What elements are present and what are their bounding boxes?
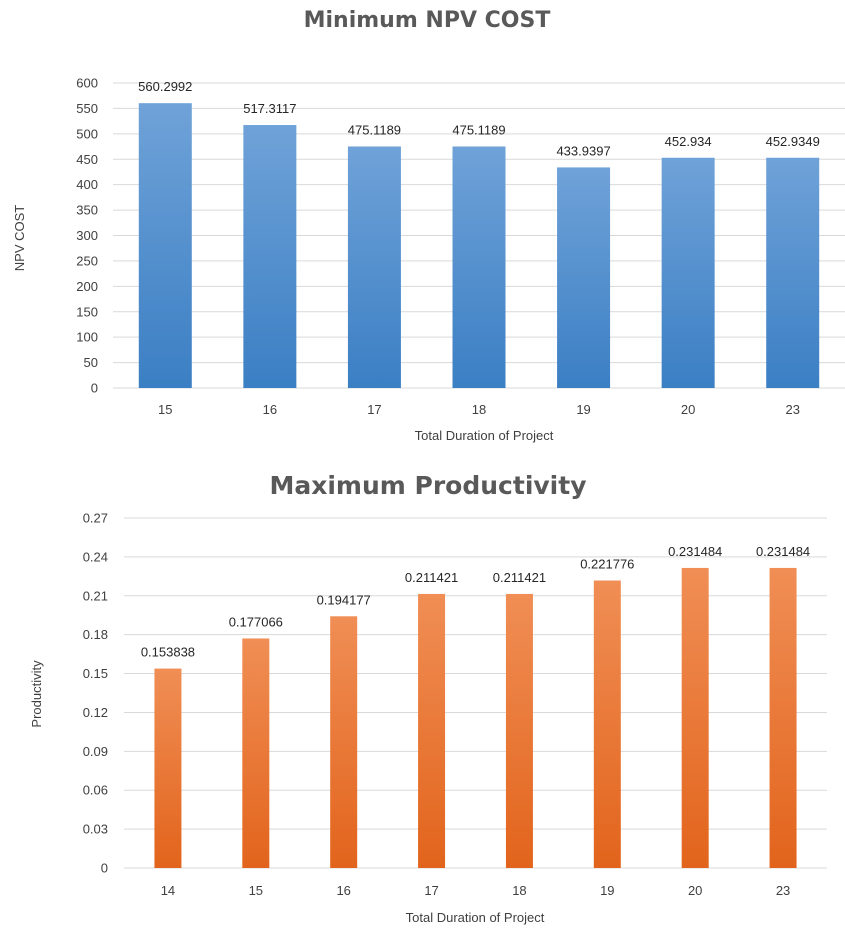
bar-23	[769, 567, 797, 868]
data-label: 452.934	[665, 134, 712, 149]
data-label: 475.1189	[452, 122, 505, 137]
data-label: 0.194177	[317, 592, 371, 607]
y-tick-label: 300	[76, 228, 98, 243]
bar-20	[681, 567, 709, 868]
y-tick-label: 500	[76, 126, 98, 141]
y-tick-label: 0.12	[83, 705, 108, 720]
productivity-chart: Maximum Productivity 0 0.03 0.06 0.09 0.12 0.…	[29, 471, 827, 925]
x-tick-label: 16	[336, 883, 350, 898]
y-tick-label: 0.27	[83, 511, 108, 526]
bar-14	[154, 668, 182, 868]
data-label: 452.9349	[766, 134, 820, 149]
bar-15	[242, 638, 270, 868]
y-tick-label: 0	[101, 861, 108, 876]
x-tick-label: 20	[688, 883, 702, 898]
x-tick-label: 19	[600, 883, 614, 898]
x-tick-label: 17	[367, 402, 381, 417]
x-tick-label: 15	[158, 402, 172, 417]
x-tick-label: 16	[263, 402, 277, 417]
data-label: 0.221776	[580, 557, 634, 572]
data-labels: 0.153838 0.177066 0.194177 0.211421 0.211421…	[141, 544, 810, 660]
y-tick-label: 550	[76, 101, 98, 116]
data-label: 433.9397	[556, 143, 610, 158]
y-tick-label: 50	[84, 355, 98, 370]
y-tick-labels: 0 50 100 150 200 250 300 350 400 450 500 550 600	[76, 76, 98, 396]
bar-18	[452, 146, 506, 388]
x-tick-label: 18	[512, 883, 526, 898]
chart-title: Minimum NPV COST	[304, 8, 551, 33]
data-label: 0.153838	[141, 645, 195, 660]
y-tick-label: 200	[76, 279, 98, 294]
bar-16	[330, 616, 358, 868]
y-tick-label: 0.18	[83, 627, 108, 642]
y-tick-label: 0.21	[83, 588, 108, 603]
y-tick-label: 0	[91, 381, 98, 396]
x-tick-label: 18	[472, 402, 486, 417]
x-axis-title: Total Duration of Project	[406, 910, 545, 925]
x-tick-label: 14	[161, 883, 175, 898]
data-label: 0.231484	[668, 544, 722, 559]
x-tick-labels: 14 15 16 17 18 19 20 23	[161, 883, 791, 898]
bar-17	[418, 593, 446, 868]
y-tick-label: 100	[76, 330, 98, 345]
bar-16	[243, 125, 297, 389]
y-tick-label: 0.03	[83, 822, 108, 837]
data-label: 0.211421	[493, 570, 546, 585]
y-tick-label: 0.09	[83, 744, 108, 759]
y-tick-label: 600	[76, 76, 98, 91]
data-label: 475.1189	[348, 122, 401, 137]
bar-20	[661, 157, 715, 388]
y-tick-label: 0.15	[83, 666, 108, 681]
data-labels: 560.2992 517.3117 475.1189 475.1189 433.9397…	[138, 79, 820, 158]
x-tick-label: 19	[576, 402, 590, 417]
x-axis-title: Total Duration of Project	[415, 428, 554, 443]
y-tick-label: 250	[76, 253, 98, 268]
data-label: 0.177066	[229, 614, 283, 629]
y-tick-label: 350	[76, 203, 98, 218]
bar-18	[505, 593, 533, 868]
bar-19	[593, 580, 621, 868]
bars	[138, 103, 820, 389]
x-tick-labels: 15 16 17 18 19 20 23	[158, 402, 800, 417]
bars	[154, 567, 797, 868]
x-tick-label: 23	[776, 883, 790, 898]
y-tick-label: 400	[76, 177, 98, 192]
y-tick-labels: 0 0.03 0.06 0.09 0.12 0.15 0.18 0.21 0.24 0.27	[83, 511, 108, 876]
npv-cost-chart: Minimum NPV COST 0 50 100 150 200 250 300 350 40…	[12, 8, 845, 443]
y-tick-label: 450	[76, 152, 98, 167]
data-label: 517.3117	[243, 101, 296, 116]
bar-19	[557, 167, 611, 388]
x-tick-label: 17	[424, 883, 438, 898]
y-tick-label: 0.24	[83, 549, 108, 564]
y-axis-title: Productivity	[29, 660, 44, 728]
y-tick-label: 0.06	[83, 783, 108, 798]
x-tick-label: 15	[249, 883, 263, 898]
bar-17	[347, 146, 401, 388]
gridlines	[124, 517, 827, 869]
y-axis-title: NPV COST	[12, 205, 27, 272]
chart-title: Maximum Productivity	[269, 471, 586, 500]
data-label: 0.231484	[756, 544, 810, 559]
data-label: 0.211421	[405, 570, 458, 585]
x-tick-label: 23	[785, 402, 799, 417]
bar-15	[138, 103, 192, 388]
data-label: 560.2992	[138, 79, 192, 94]
bar-23	[766, 157, 820, 388]
x-tick-label: 20	[681, 402, 695, 417]
y-tick-label: 150	[76, 304, 98, 319]
